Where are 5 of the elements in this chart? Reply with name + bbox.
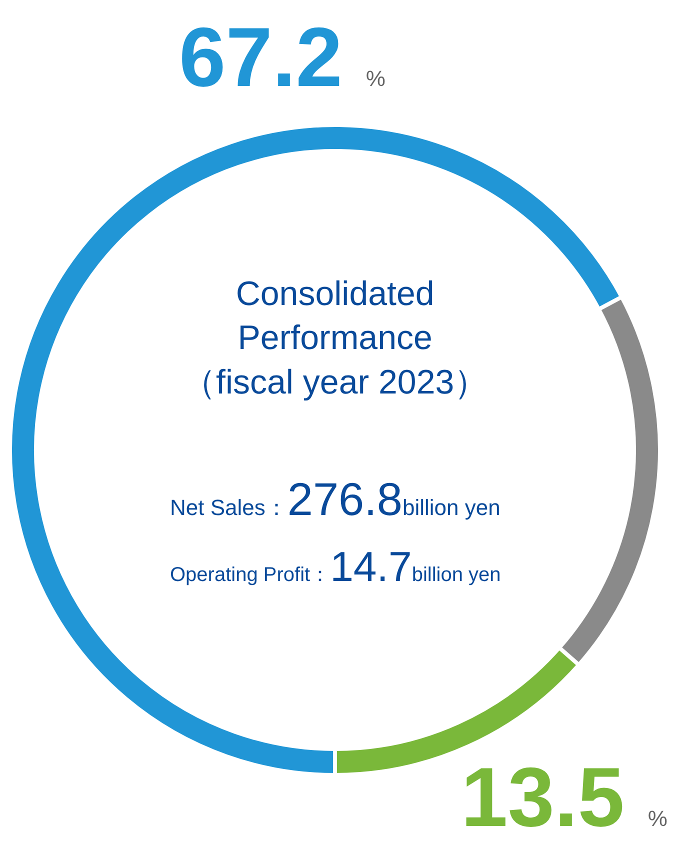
text: Consolidated Performance （fiscal year 2023）	[182, 275, 488, 402]
text: Operating Profit：14.7billion yen	[170, 543, 501, 590]
data-label: 13.5 %	[461, 750, 668, 844]
text: Net Sales：276.8billion yen	[170, 473, 500, 525]
data-label: 67.2 %	[179, 10, 386, 104]
